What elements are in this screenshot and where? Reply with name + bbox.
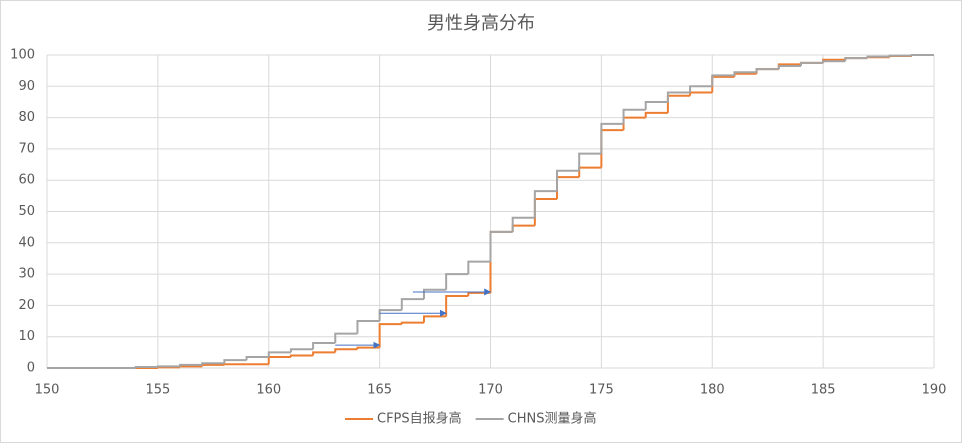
y-tick-label: 40 [18, 235, 35, 250]
step-segment [289, 348, 314, 353]
step-segment [511, 216, 535, 232]
step-segment [666, 91, 691, 102]
step-segment [489, 230, 513, 262]
step-segment [910, 54, 934, 56]
step-segment [223, 359, 247, 364]
step-segment [644, 111, 668, 118]
chart-title: 男性身高分布 [427, 13, 535, 34]
legend-label: CFPS自报身高 [377, 411, 462, 427]
step-segment [622, 108, 646, 124]
step-segment [179, 363, 203, 367]
step-segment [755, 68, 779, 73]
legend-label: CHNS测量身高 [508, 411, 597, 427]
step-segment [334, 332, 358, 343]
step-segment [312, 341, 336, 350]
step-segment [422, 288, 447, 300]
step-segment [289, 354, 314, 358]
step-segment [777, 64, 801, 70]
x-tick-label: 160 [256, 383, 281, 398]
step-segment [644, 100, 668, 110]
y-tick-label: 90 [18, 79, 35, 94]
step-segment [334, 348, 358, 353]
step-segment [689, 85, 713, 93]
step-segment [422, 315, 447, 323]
step-segment [245, 356, 269, 361]
step-segment [312, 351, 336, 356]
y-tick-label: 60 [18, 173, 35, 188]
step-segment [711, 74, 735, 87]
x-tick-label: 175 [589, 383, 614, 398]
step-segment [267, 351, 291, 358]
step-segment [356, 320, 380, 334]
step-segment [844, 57, 868, 62]
y-tick-label: 0 [27, 361, 35, 376]
step-segment [445, 273, 469, 290]
step-segment [467, 260, 491, 275]
y-tick-label: 100 [10, 48, 35, 63]
step-segment [556, 169, 580, 192]
step-segment [578, 152, 602, 171]
step-segment [356, 346, 380, 350]
step-segment [400, 298, 424, 311]
step-segment [400, 321, 424, 325]
y-tick-label: 70 [18, 141, 35, 156]
step-segment [467, 291, 491, 297]
step-segment [822, 60, 846, 63]
step-segment [888, 54, 912, 57]
step-segment [533, 190, 558, 218]
x-tick-label: 190 [922, 383, 947, 398]
step-segment [156, 366, 181, 369]
step-segment [866, 55, 890, 59]
y-tick-label: 50 [18, 204, 35, 219]
step-segment [223, 363, 247, 366]
y-tick-label: 30 [18, 267, 35, 282]
x-tick-label: 150 [35, 383, 60, 398]
x-tick-label: 170 [478, 383, 503, 398]
step-segment [134, 366, 158, 369]
x-tick-label: 155 [145, 383, 170, 398]
step-segment [445, 295, 469, 317]
step-segment [378, 309, 402, 322]
step-segment [733, 71, 757, 76]
x-tick-label: 165 [367, 383, 392, 398]
step-segment [378, 323, 402, 348]
y-tick-label: 80 [18, 110, 35, 125]
step-segment [179, 365, 203, 368]
step-segment [600, 122, 624, 154]
step-segment [201, 362, 225, 365]
step-segment [799, 61, 824, 66]
y-tick-label: 10 [18, 329, 35, 344]
x-tick-label: 180 [700, 383, 725, 398]
x-tick-label: 185 [811, 383, 836, 398]
step-segment [156, 365, 181, 368]
y-tick-label: 20 [18, 298, 35, 313]
